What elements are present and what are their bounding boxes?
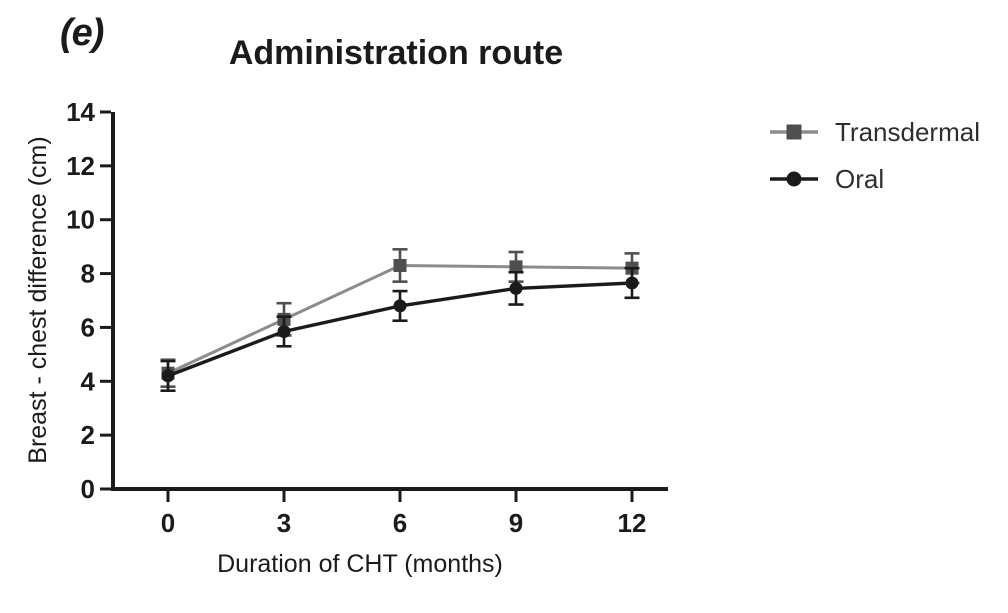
square-marker-icon (770, 124, 818, 140)
axes (111, 112, 668, 491)
data-point-oral (393, 299, 407, 313)
legend-label-oral: Oral (835, 163, 885, 194)
y-tick-label: 4 (81, 366, 96, 396)
data-point-transdermal (393, 258, 407, 272)
legend-item-oral: Oral (768, 164, 980, 194)
chart-legend: Transdermal Oral (768, 117, 980, 194)
data-point-oral (625, 276, 639, 290)
chart-title: Administration route (228, 34, 564, 72)
y-tick-label: 14 (66, 97, 95, 127)
data-point-oral (161, 369, 175, 383)
figure-label: (e) (60, 12, 104, 54)
x-tick-label: 12 (618, 508, 647, 538)
y-tick-label: 12 (66, 151, 95, 181)
y-tick-label: 2 (81, 420, 95, 450)
y-tick-label: 6 (81, 312, 95, 342)
y-axis-label: Breast - chest difference (cm) (24, 136, 52, 463)
y-tick-label: 10 (66, 205, 95, 235)
x-tick-label: 9 (509, 508, 523, 538)
x-tick-label: 3 (277, 508, 291, 538)
series-oral (160, 266, 640, 393)
data-point-transdermal (509, 260, 523, 274)
circle-marker-icon (770, 171, 818, 187)
x-tick-label: 6 (393, 508, 407, 538)
x-tick-label: 0 (161, 508, 175, 538)
legend-label-transdermal: Transdermal (835, 116, 980, 147)
data-point-oral (509, 281, 523, 295)
y-axis-ticks: 0 2 4 6 8 10 12 14 (66, 97, 111, 504)
x-axis-label: Duration of CHT (months) (217, 550, 503, 578)
legend-item-transdermal: Transdermal (768, 117, 980, 147)
y-tick-label: 8 (81, 259, 95, 289)
y-tick-label: 0 (81, 474, 95, 504)
data-point-oral (277, 324, 291, 338)
x-axis-ticks: 0 3 6 9 12 (161, 491, 647, 538)
